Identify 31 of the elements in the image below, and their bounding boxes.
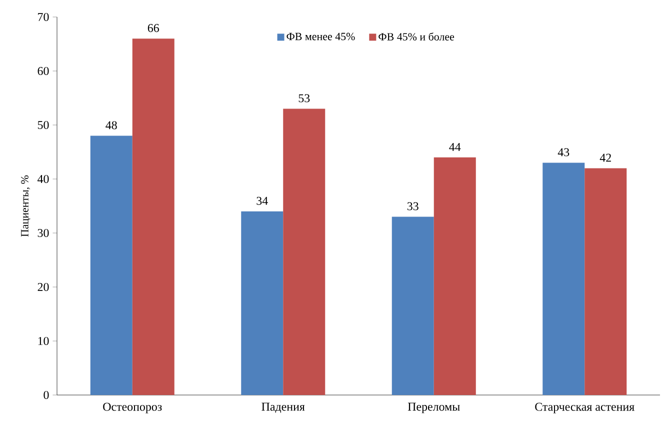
y-tick-label: 30: [38, 228, 49, 238]
data-label: 48: [106, 121, 117, 130]
y-tick-label: 70: [38, 12, 49, 22]
bar: [132, 38, 174, 395]
x-tick-label: Старческая астения: [535, 402, 634, 414]
bar: [241, 211, 284, 395]
bar: [392, 216, 434, 395]
y-tick-label: 50: [38, 120, 49, 130]
bar: [283, 108, 326, 395]
y-tick-label: 10: [38, 336, 49, 346]
data-label: 43: [558, 148, 570, 156]
data-label: 42: [600, 154, 611, 162]
y-tick-label: 60: [38, 66, 49, 76]
data-label: 33: [407, 202, 418, 210]
legend-label: ФВ менее 45%: [286, 32, 355, 40]
legend-label: ФВ 45% и более: [378, 32, 454, 41]
x-tick-label: Падения: [262, 402, 305, 413]
bar: [90, 136, 132, 395]
x-tick-label: Переломы: [408, 402, 460, 414]
bar: [584, 168, 627, 395]
y-axis-title: Пациенты, %: [21, 175, 30, 237]
bar: [542, 162, 585, 395]
data-label: 44: [449, 143, 461, 151]
y-tick-label: 0: [44, 390, 49, 400]
data-label: 53: [298, 94, 310, 102]
x-tick-label: Остеопороз: [103, 402, 162, 414]
y-tick-label: 20: [38, 282, 49, 292]
data-label: 34: [256, 196, 268, 205]
bar: [434, 157, 476, 395]
data-label: 66: [148, 24, 160, 32]
y-tick-label: 40: [38, 174, 49, 184]
